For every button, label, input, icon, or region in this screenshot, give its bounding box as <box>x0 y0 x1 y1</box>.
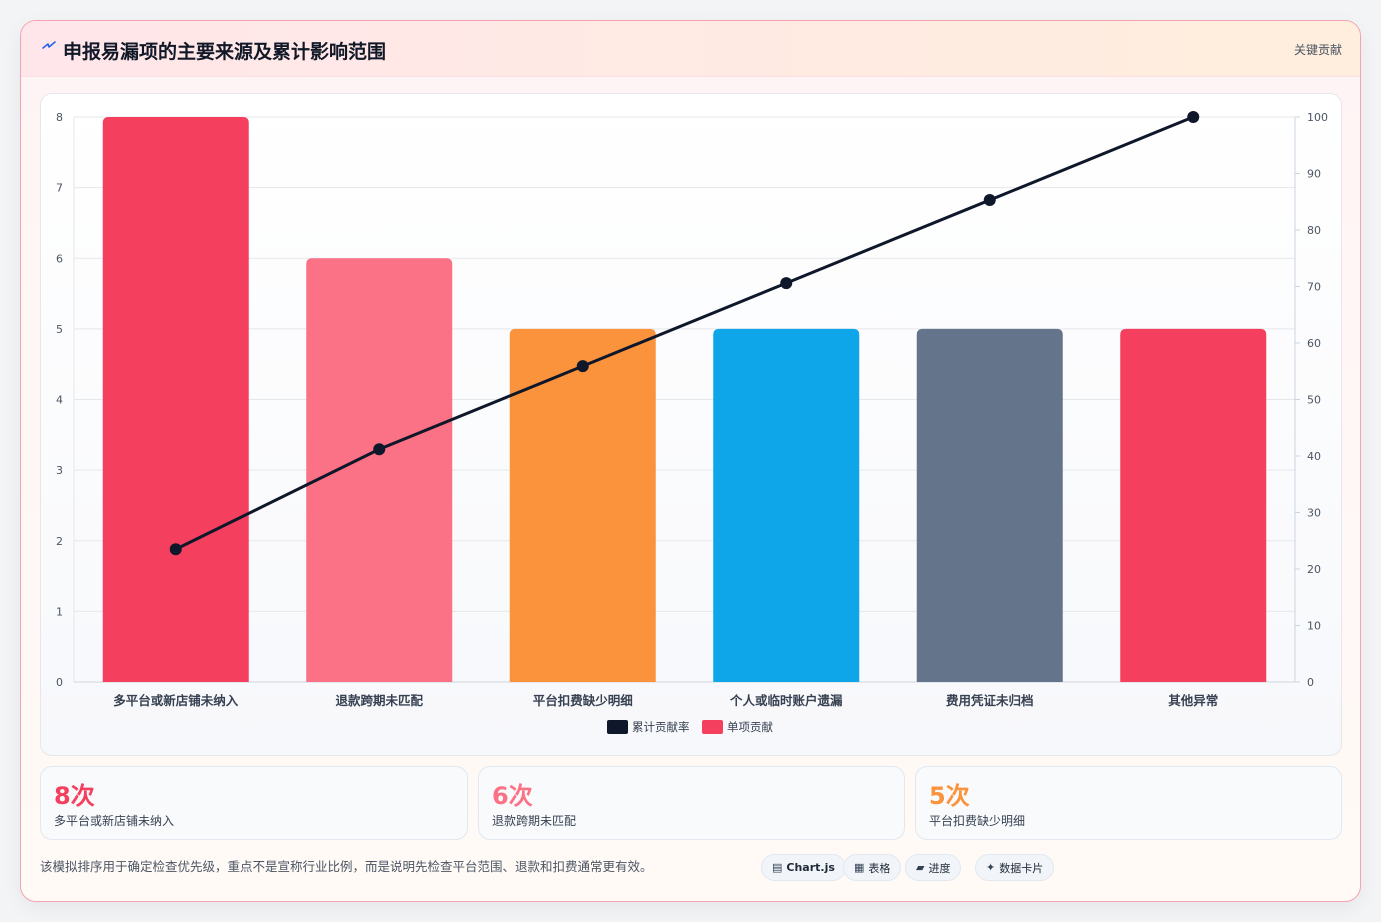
bar <box>306 258 453 682</box>
y-left-tick-label: 3 <box>56 464 63 477</box>
y-right-tick-label: 60 <box>1307 337 1321 350</box>
x-tick-label: 多平台或新店铺未纳入 <box>113 693 239 708</box>
tag-label: 表格 <box>868 861 891 875</box>
y-right-tick-label: 80 <box>1307 224 1321 237</box>
tag-label: 进度 <box>928 861 951 875</box>
line-point <box>373 443 386 456</box>
tag-pill[interactable]: ▦ 表格 <box>843 854 902 881</box>
stat-value: 8次 <box>54 782 95 810</box>
line-point <box>1187 111 1200 123</box>
y-right-tick-label: 10 <box>1307 620 1321 633</box>
tag-label: 数据卡片 <box>999 861 1044 875</box>
x-tick-label: 平台扣费缺少明细 <box>533 693 633 708</box>
y-right-tick-label: 40 <box>1307 450 1321 463</box>
y-right-tick-label: 70 <box>1307 281 1321 294</box>
chart-icon: ▤ <box>772 861 783 874</box>
bar <box>916 328 1063 682</box>
stat-label: 平台扣费缺少明细 <box>929 814 1026 828</box>
y-left-tick-label: 5 <box>56 323 63 336</box>
legend-swatch <box>702 720 723 734</box>
stat-card: 8次多平台或新店铺未纳入 <box>40 766 468 840</box>
bar <box>102 117 249 682</box>
x-tick-label: 其他异常 <box>1168 693 1218 708</box>
line-point <box>169 543 182 556</box>
y-right-tick-label: 90 <box>1307 168 1321 181</box>
pareto-chart: 0123456780102030405060708090100多平台或新店铺未纳… <box>56 111 1328 734</box>
page-title: 申报易漏项的主要来源及累计影响范围 <box>63 41 387 63</box>
tag-pill[interactable]: ▰ 进度 <box>905 854 962 881</box>
progress-icon: ▰ <box>916 861 925 874</box>
stat-label: 退款跨期未匹配 <box>492 814 577 828</box>
tag-pill[interactable]: ✦ 数据卡片 <box>975 854 1055 881</box>
stat-card: 6次退款跨期未匹配 <box>478 766 905 840</box>
line-point <box>780 277 793 290</box>
bar <box>713 328 860 682</box>
x-tick-label: 退款跨期未匹配 <box>335 693 423 708</box>
y-left-tick-label: 7 <box>56 182 63 195</box>
tag-pill[interactable]: ▤ Chart.js <box>761 854 846 881</box>
line-point <box>983 194 996 207</box>
x-tick-label: 个人或临时账户遗漏 <box>729 693 843 708</box>
stat-value: 5次 <box>929 782 970 810</box>
footnote: 该模拟排序用于确定检查优先级，重点不是宣称行业比例，而是说明先检查平台范围、退款… <box>40 859 653 874</box>
panel-header: 申报易漏项的主要来源及累计影响范围 关键贡献 <box>21 21 1360 77</box>
stat-value: 6次 <box>492 782 533 810</box>
y-left-tick-label: 0 <box>56 676 63 689</box>
cumulative-line <box>175 115 1194 551</box>
y-right-tick-label: 100 <box>1307 111 1328 124</box>
bar <box>1120 328 1267 682</box>
report-panel: 申报易漏项的主要来源及累计影响范围 关键贡献 0 1 2 3 4 5 6 7 8 0 10 20 30 4… <box>20 20 1361 902</box>
y-right-tick-label: 50 <box>1307 394 1321 407</box>
tag-label: Chart.js <box>786 861 835 874</box>
bar <box>509 328 656 682</box>
legend-swatch <box>607 720 628 734</box>
lightning-icon <box>42 41 56 49</box>
y-left-tick-label: 2 <box>56 535 63 548</box>
legend-label: 单项贡献 <box>727 720 773 734</box>
chart-card: 0 1 2 3 4 5 6 7 8 0 10 20 30 40 50 60 70 80 90 100 多平台或新店铺未纳… <box>40 93 1342 756</box>
y-right-tick-label: 0 <box>1307 676 1314 689</box>
x-tick-label: 费用凭证未归档 <box>946 693 1034 708</box>
sparkle-icon: ✦ <box>986 861 996 874</box>
y-right-tick-label: 30 <box>1307 507 1321 520</box>
y-left-tick-label: 1 <box>56 605 63 618</box>
header-badge[interactable]: 关键贡献 <box>1293 43 1342 57</box>
stat-label: 多平台或新店铺未纳入 <box>54 814 175 828</box>
table-icon: ▦ <box>854 861 865 874</box>
line-point <box>576 360 589 373</box>
stat-card: 5次平台扣费缺少明细 <box>915 766 1342 840</box>
y-left-tick-label: 4 <box>56 394 63 407</box>
y-left-tick-label: 8 <box>56 111 63 124</box>
legend-label: 累计贡献率 <box>632 720 690 734</box>
y-left-tick-label: 6 <box>56 252 63 265</box>
y-right-tick-label: 20 <box>1307 563 1321 576</box>
